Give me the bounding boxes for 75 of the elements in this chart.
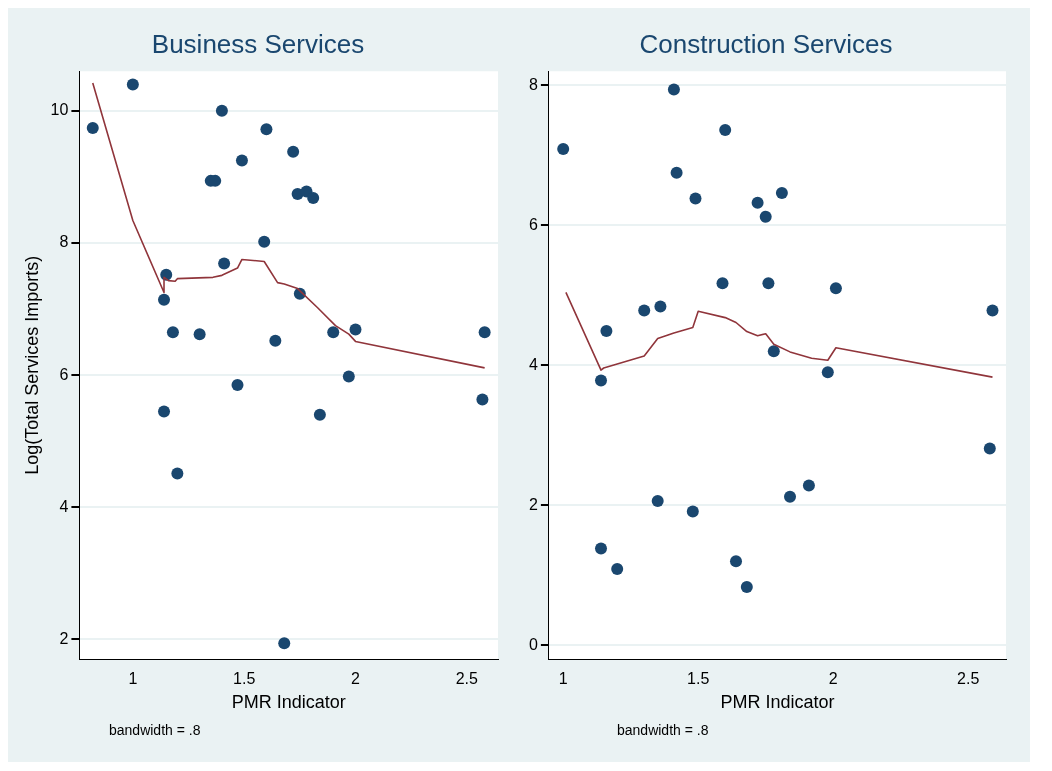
point xyxy=(307,192,320,205)
point xyxy=(595,374,608,387)
point xyxy=(269,334,282,347)
text: bandwidth = .8 xyxy=(616,721,710,740)
point xyxy=(86,122,99,135)
x-tick-label: 1.5 xyxy=(233,670,256,688)
x-tick-label: 2 xyxy=(828,670,838,688)
y-tick-label: 4 xyxy=(59,497,69,515)
point xyxy=(689,192,702,205)
y-tick-label: 6 xyxy=(59,365,69,383)
y-tick-label: 6 xyxy=(528,215,538,233)
y-axis-title: Log(Total Services Imports) xyxy=(21,255,42,475)
point xyxy=(821,366,834,379)
point xyxy=(775,187,788,199)
point xyxy=(762,277,775,290)
x-tick-label: 1 xyxy=(128,670,138,688)
point xyxy=(313,408,326,421)
point xyxy=(158,293,171,306)
point xyxy=(258,235,271,248)
x-tick-label: 2.5 xyxy=(957,670,980,688)
point xyxy=(278,637,291,650)
point xyxy=(638,304,651,317)
point xyxy=(215,104,228,117)
x-tick-label: 2 xyxy=(351,670,361,688)
point xyxy=(686,505,699,518)
point xyxy=(670,166,683,179)
point xyxy=(719,124,732,136)
y-tick-label: 8 xyxy=(59,233,69,251)
point xyxy=(557,142,570,155)
chart-title: Business Services xyxy=(151,28,365,59)
y-tick-label: 2 xyxy=(528,495,538,513)
point xyxy=(600,324,613,337)
point xyxy=(983,442,996,455)
point xyxy=(327,326,340,339)
point xyxy=(166,326,179,339)
point xyxy=(654,300,667,313)
y-tick-label: 8 xyxy=(528,75,538,93)
x-tick-label: 1 xyxy=(558,670,568,688)
point xyxy=(986,304,999,317)
x-tick-label: 1.5 xyxy=(687,670,710,688)
point xyxy=(667,83,680,96)
point xyxy=(193,328,206,341)
y-tick-label: 0 xyxy=(528,635,538,653)
point xyxy=(730,555,743,568)
point xyxy=(260,123,273,136)
point xyxy=(651,495,664,507)
x-axis-title: PMR Indicator xyxy=(720,692,835,713)
y-tick-label: 4 xyxy=(528,355,538,373)
point xyxy=(342,370,355,383)
point xyxy=(716,277,729,290)
point xyxy=(287,145,300,158)
point xyxy=(595,542,608,555)
point xyxy=(126,78,139,91)
point xyxy=(759,210,772,223)
point xyxy=(784,490,796,503)
point xyxy=(231,379,244,392)
y-tick-label: 2 xyxy=(59,629,69,647)
x-tick-label: 2.5 xyxy=(455,670,479,688)
chart-title: Construction Services xyxy=(639,28,893,59)
point xyxy=(802,479,815,492)
point xyxy=(171,467,184,480)
point xyxy=(476,393,489,406)
point xyxy=(218,257,231,270)
point xyxy=(158,405,171,418)
text: bandwidth = .8 xyxy=(108,721,202,740)
y-tick-label: 10 xyxy=(50,101,69,119)
x-axis-title: PMR Indicator xyxy=(231,692,346,713)
point xyxy=(829,282,842,295)
point xyxy=(767,345,780,358)
point xyxy=(478,326,491,339)
point xyxy=(740,581,753,594)
point xyxy=(349,323,362,336)
point xyxy=(611,562,624,575)
point xyxy=(751,196,764,209)
point xyxy=(235,154,248,167)
